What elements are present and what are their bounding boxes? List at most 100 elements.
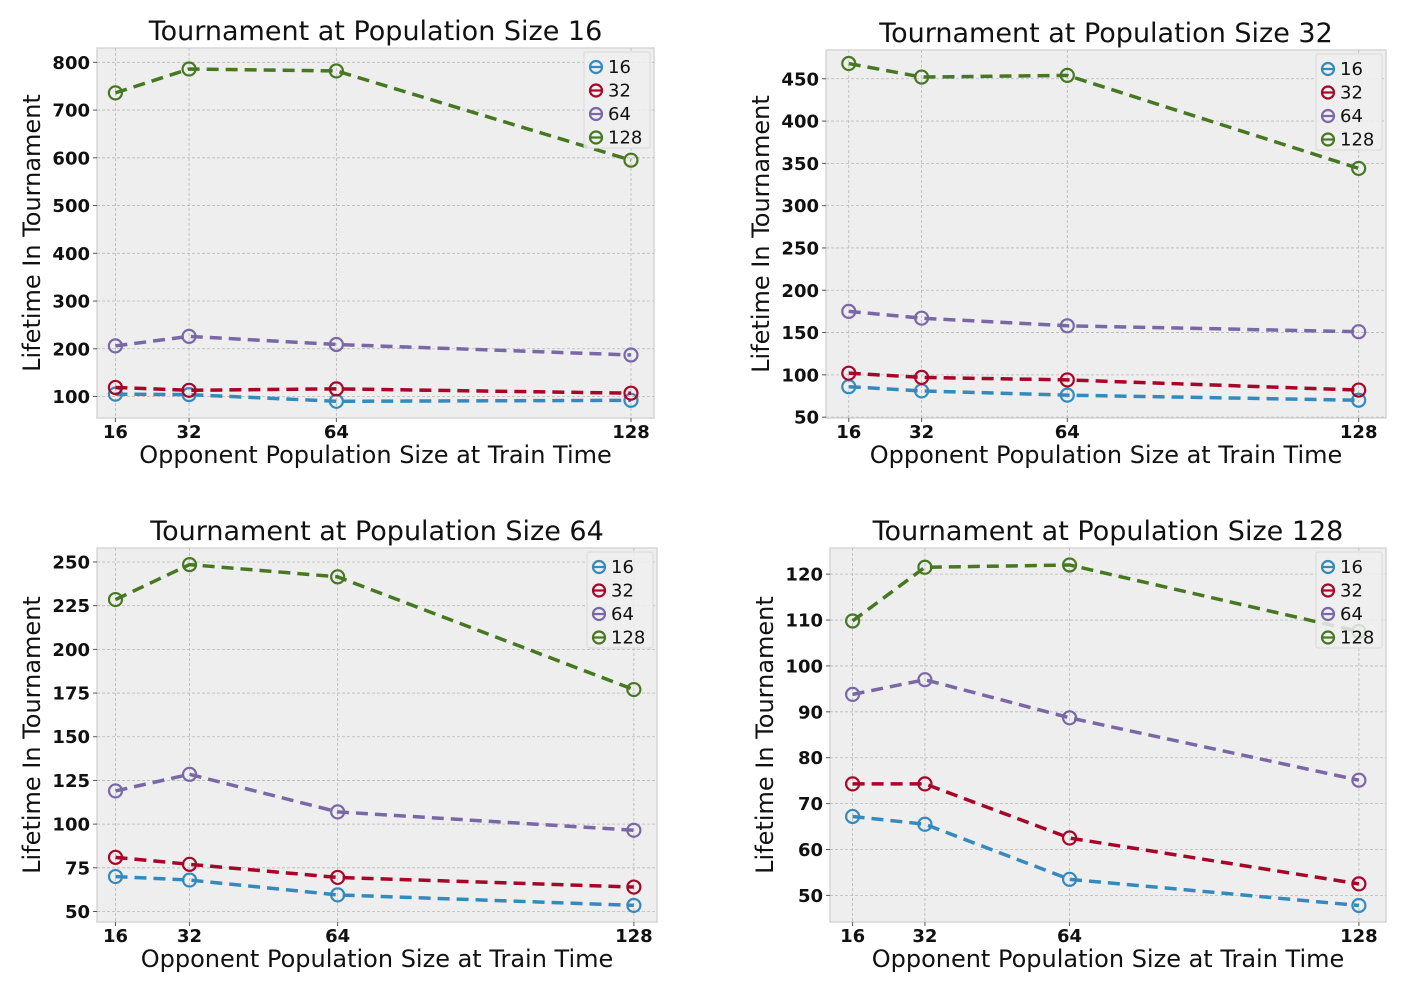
y-tick-label: 450 <box>781 69 819 90</box>
series-line-16 <box>848 384 1359 402</box>
data-point-128 <box>181 557 198 573</box>
x-tick-label: 64 <box>1055 422 1080 443</box>
y-tick-label: 175 <box>52 684 90 705</box>
y-tick-label: 400 <box>781 112 819 133</box>
legend-box <box>1315 551 1383 649</box>
series-line-16 <box>115 392 631 404</box>
y-tick-label: 600 <box>52 148 90 169</box>
data-point-16 <box>1059 387 1075 403</box>
y-tick-label: 225 <box>52 596 90 617</box>
legend-item-16: 16 <box>588 57 631 78</box>
legend-label: 16 <box>1340 59 1363 80</box>
data-point-32 <box>914 369 930 385</box>
legend-label: 32 <box>1340 83 1363 104</box>
y-tick-label: 50 <box>798 886 823 907</box>
legend-item-16: 16 <box>1320 557 1363 578</box>
legend-label: 64 <box>611 604 634 625</box>
series-line-64 <box>115 334 632 357</box>
data-point-32 <box>107 849 124 865</box>
legend-label: 128 <box>1340 628 1374 649</box>
legend-label: 32 <box>608 81 631 102</box>
data-point-32 <box>330 869 346 886</box>
data-point-64 <box>107 783 124 799</box>
x-axis-label: Opponent Population Size at Train Time <box>139 441 612 469</box>
x-tick-label: 64 <box>325 926 350 947</box>
series-line-128 <box>114 67 632 162</box>
data-point-128 <box>914 69 930 85</box>
data-point-128 <box>623 152 639 168</box>
legend-box <box>583 51 651 149</box>
chart-title: Tournament at Population Size 64 <box>149 516 604 547</box>
series-line-128 <box>114 562 635 692</box>
legend-item-16: 16 <box>1320 59 1363 80</box>
y-tick-label: 200 <box>52 640 90 661</box>
y-tick-label: 75 <box>65 858 90 879</box>
y-tick-label: 150 <box>52 727 90 748</box>
legend-label: 64 <box>1340 106 1363 127</box>
series-line-16 <box>852 814 1360 908</box>
y-tick-label: 100 <box>52 387 90 408</box>
y-tick-label: 800 <box>52 53 90 74</box>
y-tick-label: 250 <box>781 238 819 259</box>
data-point-16 <box>181 387 197 403</box>
x-tick-label: 64 <box>1057 926 1082 947</box>
series-line-32 <box>115 385 632 395</box>
x-tick-label: 32 <box>177 422 202 443</box>
legend-item-128: 128 <box>591 628 645 649</box>
y-tick-label: 60 <box>798 840 823 861</box>
legend-item-32: 32 <box>588 81 631 102</box>
y-tick-label: 90 <box>798 702 823 723</box>
series-line-64 <box>848 309 1359 334</box>
legend-label: 16 <box>608 57 631 78</box>
plot-background <box>96 47 655 419</box>
data-point-32 <box>626 879 642 895</box>
data-point-16 <box>917 816 933 832</box>
chart-title: Tournament at Population Size 16 <box>148 16 603 47</box>
y-tick-label: 350 <box>781 154 819 175</box>
data-point-32 <box>917 776 933 792</box>
y-tick-label: 400 <box>52 244 90 265</box>
x-axis-label: Opponent Population Size at Train Time <box>872 945 1345 973</box>
data-point-16 <box>181 872 198 888</box>
data-point-16 <box>330 887 346 903</box>
data-point-128 <box>841 55 857 72</box>
data-point-128 <box>107 591 124 608</box>
y-axis-label: Lifetime In Tournament <box>18 596 46 874</box>
y-axis-label: Lifetime In Tournament <box>751 596 779 874</box>
data-point-32 <box>845 776 861 792</box>
legend-item-32: 32 <box>1320 83 1363 104</box>
data-point-16 <box>1351 392 1367 408</box>
plot-background <box>825 49 1387 419</box>
data-point-64 <box>328 336 344 353</box>
x-tick-label: 32 <box>909 422 934 443</box>
legend-label: 64 <box>608 104 631 125</box>
series-line-128 <box>848 61 1360 171</box>
data-point-128 <box>181 61 197 77</box>
y-tick-label: 100 <box>781 365 819 386</box>
x-axis-label: Opponent Population Size at Train Time <box>870 441 1343 469</box>
series-line-32 <box>848 371 1359 392</box>
data-point-128 <box>845 613 861 629</box>
data-point-64 <box>917 672 933 688</box>
data-point-32 <box>623 385 639 401</box>
data-point-64 <box>841 303 857 320</box>
legend-label: 32 <box>1340 581 1363 602</box>
data-point-16 <box>623 392 639 408</box>
data-point-16 <box>107 868 124 885</box>
data-point-64 <box>181 328 197 344</box>
plot-background <box>829 547 1387 923</box>
data-point-128 <box>328 63 344 79</box>
data-point-32 <box>328 381 344 397</box>
x-tick-label: 16 <box>836 422 861 443</box>
legend-item-32: 32 <box>1320 581 1363 602</box>
data-point-128 <box>1059 67 1075 83</box>
data-point-64 <box>181 766 198 782</box>
